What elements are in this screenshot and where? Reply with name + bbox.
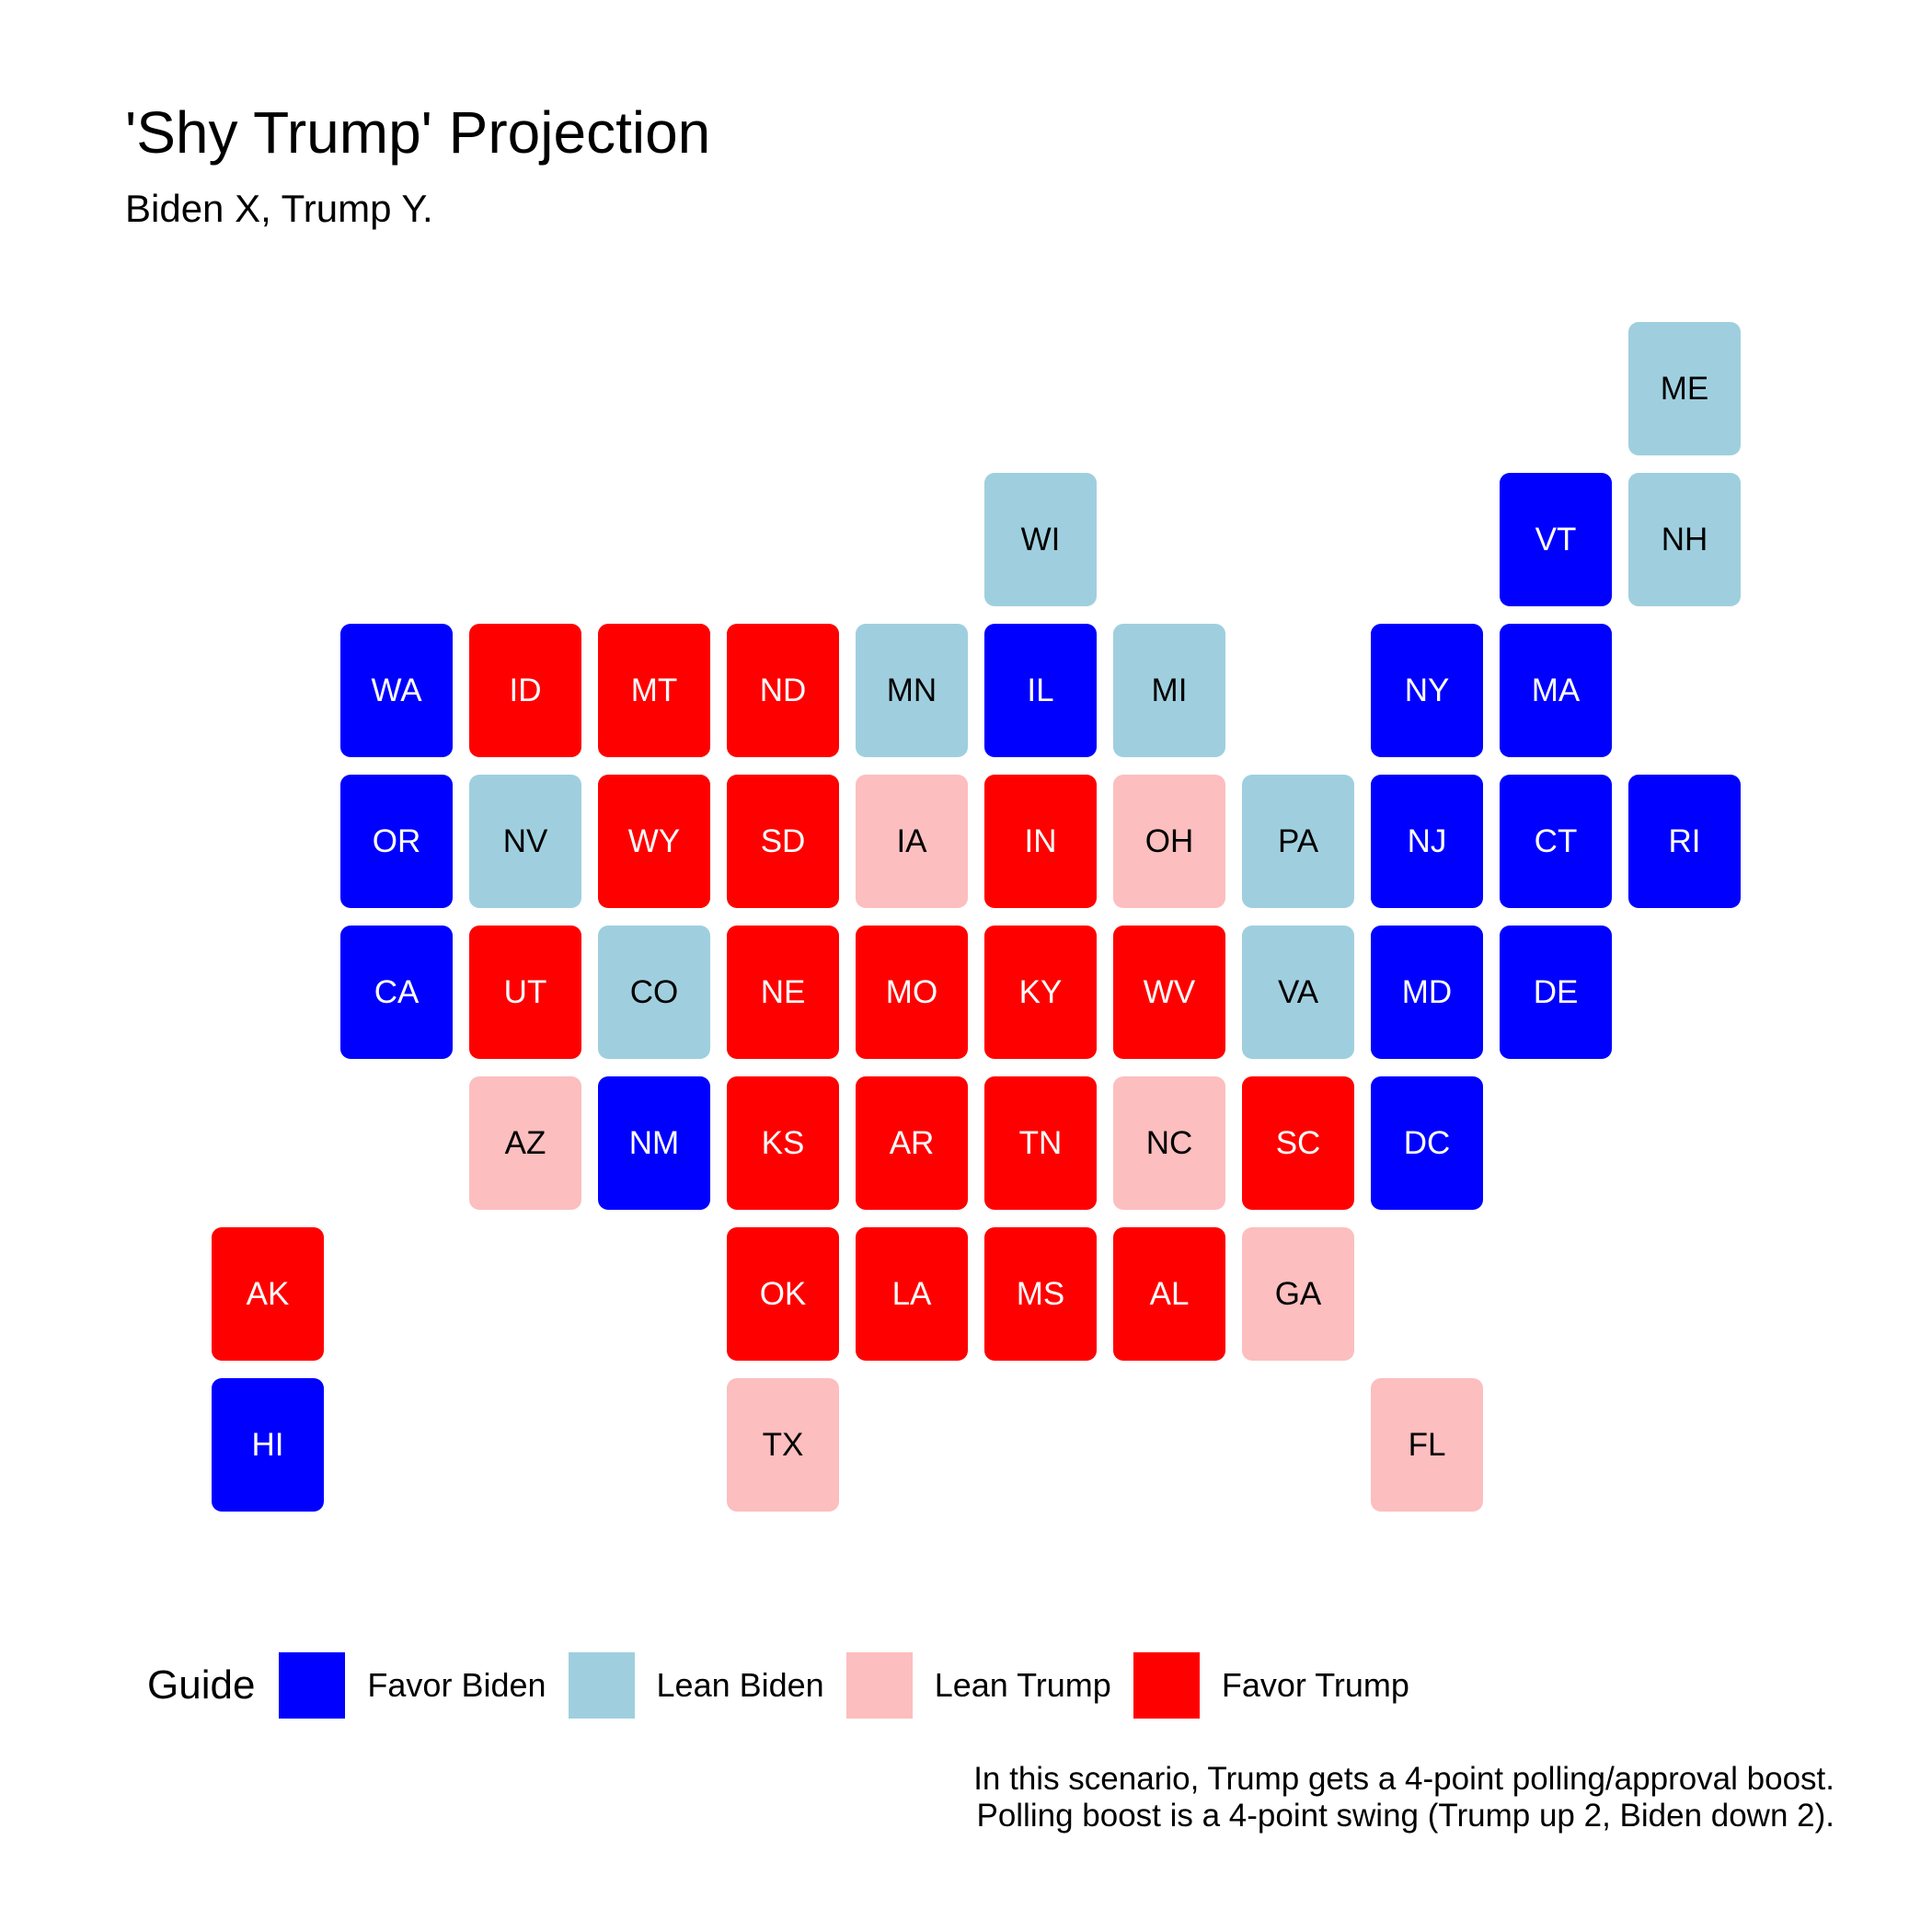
state-tile-ak: AK	[212, 1227, 324, 1361]
state-tile-al: AL	[1113, 1227, 1225, 1361]
state-tile-ca: CA	[340, 926, 453, 1059]
legend-label-favor-biden: Favor Biden	[367, 1666, 546, 1704]
state-tile-oh: OH	[1113, 775, 1225, 908]
state-tile-ar: AR	[856, 1076, 968, 1210]
state-tile-tx: TX	[727, 1378, 839, 1512]
state-tile-nc: NC	[1113, 1076, 1225, 1210]
state-tile-la: LA	[856, 1227, 968, 1361]
state-tile-mo: MO	[856, 926, 968, 1059]
page-subtitle: Biden X, Trump Y.	[125, 187, 433, 230]
state-tile-or: OR	[340, 775, 453, 908]
state-tile-nh: NH	[1628, 473, 1741, 606]
state-tile-wy: WY	[598, 775, 710, 908]
caption: In this scenario, Trump gets a 4-point p…	[973, 1761, 1834, 1834]
state-tile-ne: NE	[727, 926, 839, 1059]
state-tile-az: AZ	[469, 1076, 581, 1210]
state-tile-ga: GA	[1242, 1227, 1354, 1361]
state-tile-nv: NV	[469, 775, 581, 908]
state-tile-wv: WV	[1113, 926, 1225, 1059]
state-tile-vt: VT	[1500, 473, 1612, 606]
legend-key-favor-biden	[279, 1652, 346, 1719]
legend-item-lean-trump: Lean Trump	[845, 1652, 1111, 1719]
state-tile-wa: WA	[340, 624, 453, 757]
state-tile-tn: TN	[984, 1076, 1097, 1210]
legend-key-lean-trump	[845, 1652, 913, 1719]
state-tile-map: ME WI VT NH WA ID MT ND MN IL MI NY MA OR NV WY SD IA IN OH…	[212, 322, 1741, 1512]
state-tile-de: DE	[1500, 926, 1612, 1059]
state-tile-nj: NJ	[1371, 775, 1483, 908]
caption-line-1: In this scenario, Trump gets a 4-point p…	[973, 1761, 1834, 1797]
legend-label-lean-trump: Lean Trump	[934, 1666, 1111, 1704]
state-tile-ok: OK	[727, 1227, 839, 1361]
state-tile-ma: MA	[1500, 624, 1612, 757]
state-tile-wi: WI	[984, 473, 1097, 606]
state-tile-md: MD	[1371, 926, 1483, 1059]
state-tile-nm: NM	[598, 1076, 710, 1210]
state-tile-sc: SC	[1242, 1076, 1354, 1210]
caption-line-2: Polling boost is a 4-point swing (Trump …	[976, 1798, 1834, 1834]
state-tile-pa: PA	[1242, 775, 1354, 908]
legend-label-favor-trump: Favor Trump	[1221, 1666, 1409, 1704]
legend-title: Guide	[147, 1662, 256, 1708]
state-tile-ky: KY	[984, 926, 1097, 1059]
state-tile-me: ME	[1628, 322, 1741, 455]
legend-key-lean-biden	[568, 1652, 635, 1719]
state-tile-mn: MN	[856, 624, 968, 757]
state-tile-co: CO	[598, 926, 710, 1059]
state-tile-dc: DC	[1371, 1076, 1483, 1210]
state-tile-ri: RI	[1628, 775, 1741, 908]
state-tile-ia: IA	[856, 775, 968, 908]
state-tile-il: IL	[984, 624, 1097, 757]
state-tile-sd: SD	[727, 775, 839, 908]
state-tile-ms: MS	[984, 1227, 1097, 1361]
legend-key-favor-trump	[1133, 1652, 1200, 1719]
legend-item-lean-biden: Lean Biden	[568, 1652, 824, 1719]
legend-item-favor-biden: Favor Biden	[279, 1652, 546, 1719]
state-tile-in: IN	[984, 775, 1097, 908]
page-title: 'Shy Trump' Projection	[125, 99, 711, 166]
state-tile-mt: MT	[598, 624, 710, 757]
state-tile-fl: FL	[1371, 1378, 1483, 1512]
state-tile-hi: HI	[212, 1378, 324, 1512]
legend: Guide Favor Biden Lean Biden Lean Trump …	[147, 1652, 1432, 1719]
legend-label-lean-biden: Lean Biden	[656, 1666, 824, 1704]
state-tile-va: VA	[1242, 926, 1354, 1059]
state-tile-ks: KS	[727, 1076, 839, 1210]
state-tile-ct: CT	[1500, 775, 1612, 908]
state-tile-mi: MI	[1113, 624, 1225, 757]
state-tile-nd: ND	[727, 624, 839, 757]
state-tile-ut: UT	[469, 926, 581, 1059]
state-tile-ny: NY	[1371, 624, 1483, 757]
state-tile-id: ID	[469, 624, 581, 757]
legend-item-favor-trump: Favor Trump	[1133, 1652, 1409, 1719]
